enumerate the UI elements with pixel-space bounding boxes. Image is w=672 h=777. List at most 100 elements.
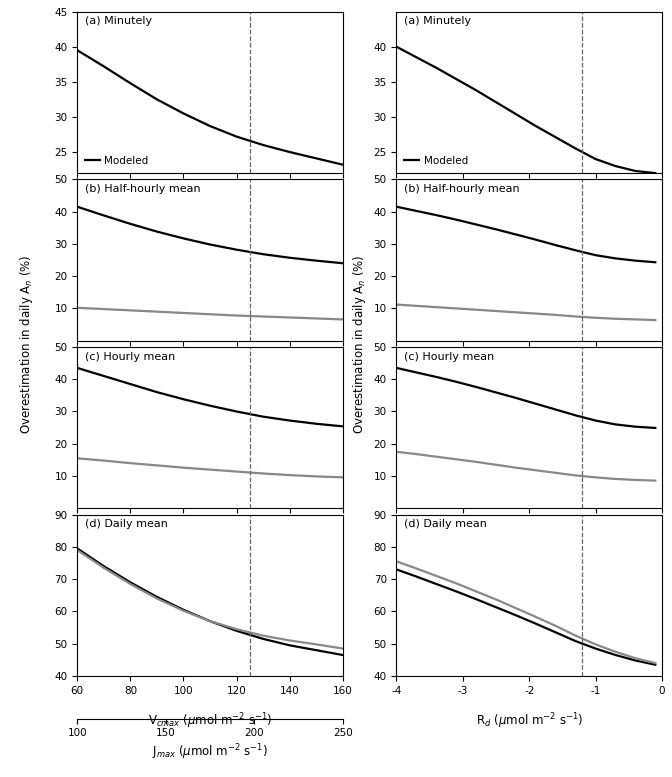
Text: V$_{cmax}$ ($\mu$mol m$^{-2}$ s$^{-1}$): V$_{cmax}$ ($\mu$mol m$^{-2}$ s$^{-1}$) — [148, 711, 272, 730]
Measured — [452, 455, 460, 464]
Modeled — [651, 660, 659, 669]
Modeled — [612, 650, 620, 660]
Modeled — [286, 253, 294, 263]
Measured — [99, 456, 108, 465]
Modeled — [179, 109, 187, 118]
Measured — [286, 313, 294, 322]
Measured — [392, 300, 401, 309]
Measured — [392, 556, 401, 566]
Line: Modeled: Modeled — [396, 47, 655, 173]
Text: (a) Minutely: (a) Minutely — [405, 16, 472, 26]
Modeled — [179, 605, 187, 615]
Measured — [312, 472, 321, 481]
Modeled — [206, 121, 214, 131]
Text: (c) Hourly mean: (c) Hourly mean — [85, 352, 175, 362]
Modeled — [413, 572, 421, 581]
Modeled — [233, 132, 241, 141]
Modeled — [392, 202, 401, 211]
Line: Measured: Measured — [396, 561, 655, 663]
Text: (d) Daily mean: (d) Daily mean — [405, 519, 487, 529]
Modeled — [572, 144, 580, 153]
Measured — [153, 307, 161, 316]
Measured — [612, 314, 620, 323]
Measured — [312, 314, 321, 323]
Line: Modeled: Modeled — [77, 51, 343, 165]
Modeled — [233, 626, 241, 636]
Modeled — [472, 85, 480, 95]
Modeled — [552, 405, 560, 414]
Text: (d) Daily mean: (d) Daily mean — [85, 519, 168, 529]
Modeled — [126, 578, 134, 587]
Measured — [153, 594, 161, 603]
Modeled — [572, 411, 580, 420]
Measured — [99, 305, 108, 314]
Modeled — [532, 121, 540, 131]
Modeled — [492, 602, 500, 611]
Measured — [532, 309, 540, 319]
Modeled — [259, 634, 267, 643]
Modeled — [452, 377, 460, 386]
Modeled — [179, 234, 187, 243]
Measured — [413, 449, 421, 458]
Modeled — [572, 246, 580, 255]
Measured — [572, 312, 580, 321]
Modeled — [339, 160, 347, 169]
Text: (c) Hourly mean: (c) Hourly mean — [405, 352, 495, 362]
Line: Modeled: Modeled — [396, 570, 655, 664]
Measured — [631, 315, 639, 324]
Measured — [432, 302, 440, 312]
Modeled — [312, 419, 321, 428]
Measured — [512, 604, 520, 613]
Measured — [179, 463, 187, 472]
Modeled — [432, 580, 440, 589]
Measured — [472, 587, 480, 596]
Measured — [153, 461, 161, 470]
Measured — [591, 639, 599, 649]
Modeled — [312, 154, 321, 163]
Modeled — [99, 562, 108, 571]
Modeled — [153, 388, 161, 397]
Measured — [179, 308, 187, 318]
Line: Measured: Measured — [396, 305, 655, 320]
Modeled — [572, 636, 580, 646]
Modeled — [286, 148, 294, 157]
Modeled — [591, 644, 599, 653]
Measured — [126, 458, 134, 468]
Modeled — [312, 646, 321, 655]
Modeled — [651, 258, 659, 267]
Measured — [591, 313, 599, 322]
Measured — [413, 564, 421, 573]
Modeled — [591, 416, 599, 425]
Measured — [572, 631, 580, 640]
Modeled — [472, 382, 480, 392]
Measured — [591, 472, 599, 482]
Measured — [259, 469, 267, 478]
Measured — [99, 563, 108, 573]
Measured — [73, 545, 81, 555]
Modeled — [612, 420, 620, 429]
Measured — [452, 304, 460, 313]
Modeled — [512, 393, 520, 402]
Modeled — [73, 544, 81, 553]
Measured — [339, 644, 347, 653]
Line: Measured: Measured — [77, 458, 343, 477]
Line: Modeled: Modeled — [396, 207, 655, 263]
Measured — [206, 465, 214, 474]
Measured — [413, 301, 421, 311]
Modeled — [206, 401, 214, 410]
Modeled — [413, 53, 421, 62]
Measured — [512, 463, 520, 472]
Modeled — [392, 42, 401, 51]
Measured — [312, 639, 321, 649]
Measured — [452, 579, 460, 588]
Modeled — [233, 407, 241, 416]
Legend: Modeled: Modeled — [400, 152, 472, 170]
Modeled — [552, 628, 560, 637]
Measured — [651, 658, 659, 667]
Measured — [552, 310, 560, 319]
Modeled — [312, 256, 321, 265]
Modeled — [532, 399, 540, 409]
Modeled — [492, 98, 500, 107]
Modeled — [432, 63, 440, 72]
Measured — [233, 311, 241, 320]
